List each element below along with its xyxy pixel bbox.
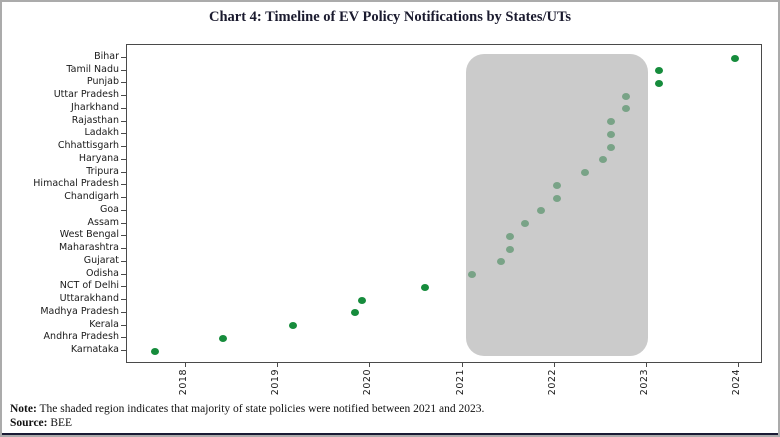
y-axis-label: Assam	[87, 216, 119, 228]
y-axis-tick	[121, 260, 126, 262]
y-axis-label: Andhra Pradesh	[43, 331, 119, 343]
y-axis-tick	[121, 299, 126, 301]
x-axis-label: 2021	[454, 369, 466, 396]
note-label: Note:	[10, 403, 37, 415]
y-axis-label: Kerala	[89, 318, 119, 330]
y-axis-tick	[121, 197, 126, 199]
y-axis-tick	[121, 248, 126, 250]
y-axis-tick	[121, 57, 126, 58]
x-axis-label: 2018	[177, 369, 189, 396]
y-axis-tick	[121, 184, 126, 186]
shaded-region	[466, 54, 648, 356]
y-axis-label: Uttar Pradesh	[53, 89, 119, 101]
y-axis-tick	[121, 311, 126, 313]
x-axis-tick	[277, 363, 279, 367]
y-axis-label: Odisha	[86, 267, 119, 279]
y-axis-label: Goa	[100, 203, 119, 215]
y-axis-label: Ladakh	[84, 127, 120, 139]
x-axis-tick	[369, 363, 371, 367]
chart-title: Chart 4: Timeline of EV Policy Notificat…	[209, 9, 571, 25]
y-axis-tick	[121, 158, 126, 160]
y-axis-label: NCT of Delhi	[59, 280, 119, 292]
y-axis-label: Bihar	[94, 51, 119, 62]
y-axis-label: Uttarakhand	[59, 293, 119, 305]
y-axis-tick	[121, 350, 126, 351]
x-axis-label: 2022	[546, 369, 558, 396]
y-axis-tick	[121, 120, 126, 122]
source-text: BEE	[47, 416, 73, 429]
x-axis-tick	[461, 363, 463, 367]
y-axis-label: Madhya Pradesh	[40, 305, 119, 317]
x-axis-label: 2024	[731, 369, 743, 396]
y-axis-label: Tripura	[86, 165, 119, 177]
y-axis-label: Chandigarh	[64, 191, 119, 203]
y-axis-tick	[121, 222, 126, 224]
data-point	[654, 79, 663, 87]
data-point	[350, 309, 359, 317]
y-axis-label: Rajasthan	[71, 114, 119, 126]
data-point	[420, 283, 429, 291]
y-axis-label: West Bengal	[59, 229, 119, 241]
x-axis-tick	[738, 363, 740, 367]
x-axis-tick	[645, 363, 647, 367]
y-axis-tick	[121, 337, 126, 339]
y-axis-tick	[121, 273, 126, 275]
y-axis-tick	[121, 69, 126, 71]
chart-caption: Note: The shaded region indicates that m…	[10, 403, 774, 430]
data-point	[218, 334, 227, 342]
y-axis-tick	[121, 95, 126, 97]
y-axis-label: Jharkhand	[71, 101, 119, 113]
y-axis-label: Punjab	[86, 76, 119, 88]
data-point	[150, 347, 159, 355]
data-point	[288, 322, 297, 330]
y-axis-tick	[121, 286, 126, 288]
y-axis-label: Karnataka	[70, 344, 119, 355]
plot-area	[126, 44, 762, 363]
data-point	[654, 67, 663, 75]
y-axis-tick	[121, 82, 126, 84]
y-axis-label: Maharashtra	[58, 242, 119, 254]
y-axis-tick	[121, 324, 126, 326]
x-axis-label: 2023	[638, 369, 650, 396]
y-axis-label: Haryana	[78, 152, 119, 164]
x-axis-tick	[553, 363, 555, 367]
y-axis-label: Chhattisgarh	[57, 140, 119, 152]
source-label: Source:	[10, 416, 48, 429]
note-line: Note: The shaded region indicates that m…	[10, 403, 774, 417]
note-text: The shaded region indicates that majorit…	[36, 403, 485, 415]
data-point	[731, 54, 740, 62]
y-axis-label: Tamil Nadu	[66, 63, 119, 75]
y-axis-label: Himachal Pradesh	[33, 178, 119, 190]
y-axis-tick	[121, 209, 126, 211]
bottom-rule	[2, 433, 778, 435]
data-point	[358, 296, 367, 304]
y-axis-tick	[121, 146, 126, 148]
source-line: Source: BEE	[10, 417, 774, 431]
y-axis-label: Gujarat	[83, 254, 119, 266]
x-axis-tick	[184, 363, 186, 367]
x-axis-label: 2019	[270, 369, 282, 396]
y-axis-tick	[121, 107, 126, 109]
y-axis-tick	[121, 133, 126, 135]
y-axis-tick	[121, 171, 126, 173]
x-axis-label: 2020	[362, 369, 374, 396]
y-axis-tick	[121, 235, 126, 237]
